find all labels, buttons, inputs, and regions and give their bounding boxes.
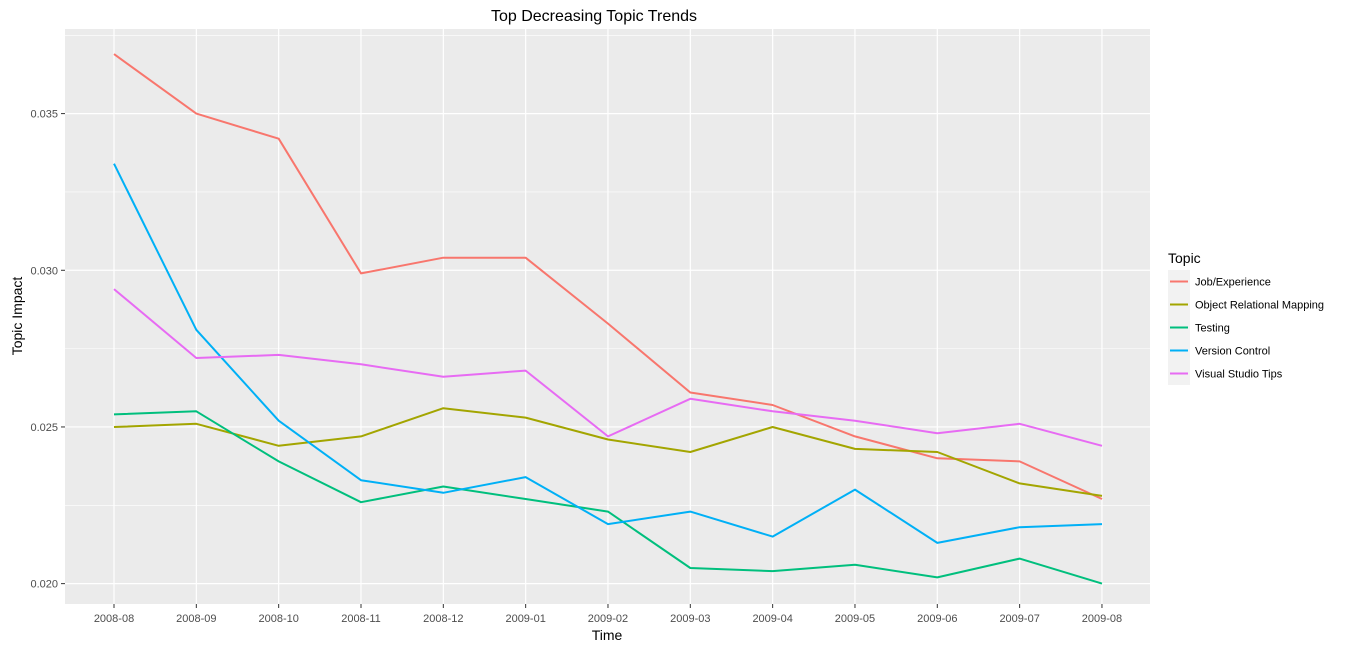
legend-label: Visual Studio Tips	[1195, 369, 1283, 381]
x-tick-label: 2008-10	[258, 613, 298, 625]
legend-label: Version Control	[1195, 346, 1270, 358]
x-axis-title: Time	[592, 627, 623, 643]
x-axis: 2008-08 2008-09 2008-10 2008-11 2008-12 2009-…	[94, 604, 1122, 625]
y-tick-label: 0.025	[30, 422, 58, 434]
y-axis-title: Topic Impact	[9, 277, 25, 356]
series-line-3	[113, 410, 1103, 585]
x-tick-label: 2009-07	[999, 613, 1039, 625]
y-tick-label: 0.020	[30, 579, 58, 591]
legend-label: Job/Experience	[1195, 277, 1271, 289]
x-tick-label: 2009-01	[505, 613, 545, 625]
y-axis: 0.020 0.025 0.030 0.035	[30, 109, 65, 591]
x-tick-label: 2009-04	[752, 613, 792, 625]
series-line-5	[113, 288, 1103, 447]
legend-label: Testing	[1195, 323, 1230, 335]
chart-title: Top Decreasing Topic Trends	[491, 8, 697, 25]
x-tick-label: 2008-12	[423, 613, 463, 625]
legend: Topic Job/Experience Object Relational Ma…	[1168, 250, 1324, 385]
series-line-2	[113, 407, 1103, 497]
y-tick-label: 0.035	[30, 109, 58, 121]
x-tick-label: 2009-02	[588, 613, 628, 625]
major-gridlines	[65, 29, 1150, 604]
legend-title: Topic	[1168, 250, 1201, 266]
legend-label: Object Relational Mapping	[1195, 300, 1324, 312]
series-lines	[113, 53, 1103, 585]
x-tick-label: 2008-08	[94, 613, 134, 625]
series-line-4	[113, 163, 1103, 544]
y-tick-label: 0.030	[30, 265, 58, 277]
x-tick-label: 2008-11	[341, 613, 381, 625]
x-tick-label: 2009-08	[1082, 613, 1122, 625]
series-line-1	[113, 53, 1103, 500]
x-tick-label: 2008-09	[176, 613, 216, 625]
x-tick-label: 2009-06	[917, 613, 957, 625]
x-tick-label: 2009-03	[670, 613, 710, 625]
x-tick-label: 2009-05	[835, 613, 875, 625]
